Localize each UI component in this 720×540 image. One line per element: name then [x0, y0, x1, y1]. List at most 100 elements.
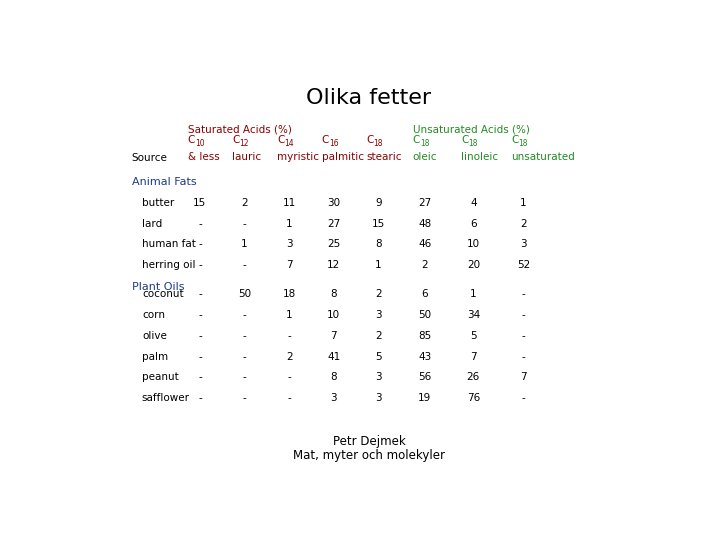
Text: peanut: peanut [142, 373, 179, 382]
Text: 25: 25 [327, 239, 341, 249]
Text: 27: 27 [418, 198, 431, 208]
Text: -: - [522, 310, 526, 320]
Text: -: - [198, 289, 202, 299]
Text: C: C [413, 134, 420, 145]
Text: lauric: lauric [233, 152, 261, 162]
Text: -: - [243, 310, 246, 320]
Text: 19: 19 [418, 393, 431, 403]
Text: oleic: oleic [413, 152, 437, 162]
Text: C: C [277, 134, 284, 145]
Text: -: - [522, 393, 526, 403]
Text: 7: 7 [470, 352, 477, 362]
Text: -: - [287, 331, 291, 341]
Text: Mat, myter och molekyler: Mat, myter och molekyler [293, 449, 445, 462]
Text: butter: butter [142, 198, 174, 208]
Text: coconut: coconut [142, 289, 184, 299]
Text: unsaturated: unsaturated [511, 152, 575, 162]
Text: 1: 1 [521, 198, 527, 208]
Text: Saturated Acids (%): Saturated Acids (%) [188, 124, 292, 134]
Text: 7: 7 [521, 373, 527, 382]
Text: 52: 52 [517, 260, 530, 270]
Text: -: - [287, 373, 291, 382]
Text: 6: 6 [470, 219, 477, 228]
Text: Petr Dejmek: Petr Dejmek [333, 435, 405, 448]
Text: 34: 34 [467, 310, 480, 320]
Text: 10: 10 [467, 239, 480, 249]
Text: 11: 11 [282, 198, 296, 208]
Text: 9: 9 [375, 198, 382, 208]
Text: 3: 3 [375, 393, 382, 403]
Text: 50: 50 [418, 310, 431, 320]
Text: myristic: myristic [277, 152, 319, 162]
Text: -: - [198, 373, 202, 382]
Text: 56: 56 [418, 373, 431, 382]
Text: 10: 10 [328, 310, 341, 320]
Text: stearic: stearic [366, 152, 402, 162]
Text: Unsaturated Acids (%): Unsaturated Acids (%) [413, 124, 529, 134]
Text: C: C [366, 134, 374, 145]
Text: 12: 12 [327, 260, 341, 270]
Text: 2: 2 [286, 352, 292, 362]
Text: -: - [198, 239, 202, 249]
Text: -: - [198, 393, 202, 403]
Text: 48: 48 [418, 219, 431, 228]
Text: palmitic: palmitic [322, 152, 364, 162]
Text: C: C [233, 134, 240, 145]
Text: 4: 4 [470, 198, 477, 208]
Text: 1: 1 [375, 260, 382, 270]
Text: 3: 3 [521, 239, 527, 249]
Text: -: - [198, 352, 202, 362]
Text: C: C [511, 134, 518, 145]
Text: -: - [198, 310, 202, 320]
Text: Source: Source [132, 153, 168, 164]
Text: 2: 2 [421, 260, 428, 270]
Text: human fat: human fat [142, 239, 196, 249]
Text: herring oil: herring oil [142, 260, 195, 270]
Text: -: - [522, 289, 526, 299]
Text: 3: 3 [286, 239, 292, 249]
Text: -: - [287, 393, 291, 403]
Text: olive: olive [142, 331, 167, 341]
Text: -: - [243, 352, 246, 362]
Text: 1: 1 [241, 239, 248, 249]
Text: safflower: safflower [142, 393, 190, 403]
Text: 2: 2 [241, 198, 248, 208]
Text: lard: lard [142, 219, 162, 228]
Text: 14: 14 [284, 139, 294, 148]
Text: & less: & less [188, 152, 220, 162]
Text: -: - [522, 352, 526, 362]
Text: 12: 12 [240, 139, 249, 148]
Text: 27: 27 [327, 219, 341, 228]
Text: Olika fetter: Olika fetter [307, 87, 431, 107]
Text: -: - [243, 260, 246, 270]
Text: C: C [461, 134, 469, 145]
Text: 3: 3 [375, 373, 382, 382]
Text: 18: 18 [420, 139, 429, 148]
Text: 1: 1 [286, 310, 292, 320]
Text: 50: 50 [238, 289, 251, 299]
Text: 3: 3 [330, 393, 337, 403]
Text: 1: 1 [286, 219, 292, 228]
Text: -: - [198, 260, 202, 270]
Text: -: - [243, 393, 246, 403]
Text: -: - [243, 373, 246, 382]
Text: 85: 85 [418, 331, 431, 341]
Text: 18: 18 [468, 139, 478, 148]
Text: Animal Fats: Animal Fats [132, 177, 197, 187]
Text: 2: 2 [521, 219, 527, 228]
Text: 2: 2 [375, 289, 382, 299]
Text: -: - [243, 331, 246, 341]
Text: corn: corn [142, 310, 165, 320]
Text: 76: 76 [467, 393, 480, 403]
Text: 18: 18 [518, 139, 528, 148]
Text: -: - [198, 331, 202, 341]
Text: 30: 30 [328, 198, 341, 208]
Text: 18: 18 [374, 139, 383, 148]
Text: 10: 10 [195, 139, 204, 148]
Text: -: - [198, 219, 202, 228]
Text: 8: 8 [330, 373, 337, 382]
Text: 3: 3 [375, 310, 382, 320]
Text: -: - [522, 331, 526, 341]
Text: 7: 7 [286, 260, 292, 270]
Text: 18: 18 [282, 289, 296, 299]
